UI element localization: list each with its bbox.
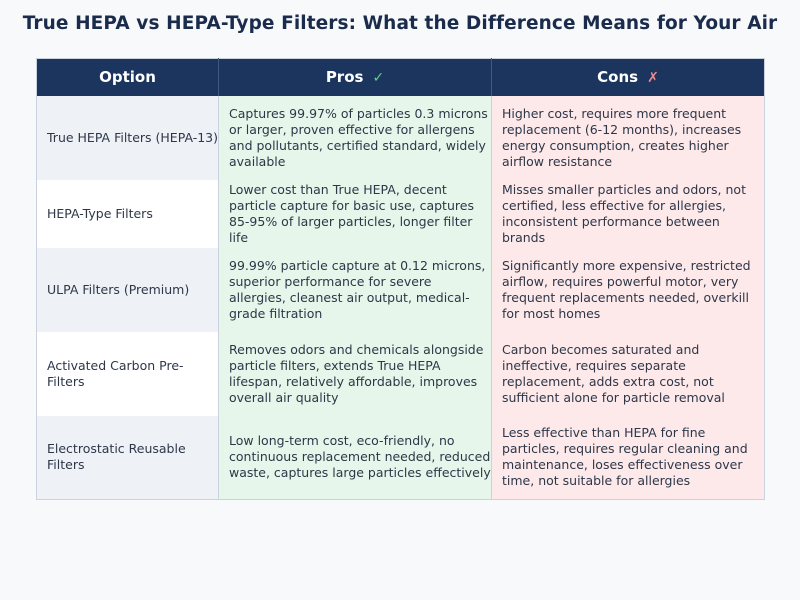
table-row: True HEPA Filters (HEPA-13) Captures 99.… [36, 95, 765, 180]
pros-cell: Lower cost than True HEPA, decent partic… [218, 179, 492, 248]
table-row: ULPA Filters (Premium) 99.99% particle c… [36, 247, 765, 332]
cons-cell: Higher cost, requires more frequent repl… [491, 95, 765, 180]
option-cell: Electrostatic Reusable Filters [36, 415, 219, 500]
cons-cell: Carbon becomes saturated and ineffective… [491, 331, 765, 416]
table-row: Activated Carbon Pre-Filters Removes odo… [36, 331, 765, 416]
option-cell: Activated Carbon Pre-Filters [36, 331, 219, 416]
option-cell: ULPA Filters (Premium) [36, 247, 219, 332]
header-pros: Pros ✓ [218, 58, 492, 96]
header-option: Option [36, 58, 219, 96]
pros-cell: Captures 99.97% of particles 0.3 microns… [218, 95, 492, 180]
check-icon: ✓ [372, 70, 385, 87]
table-row: Electrostatic Reusable Filters Low long-… [36, 415, 765, 500]
pros-cell: 99.99% particle capture at 0.12 microns,… [218, 247, 492, 332]
option-cell: True HEPA Filters (HEPA-13) [36, 95, 219, 180]
cons-cell: Significantly more expensive, restricted… [491, 247, 765, 332]
page-title: True HEPA vs HEPA-Type Filters: What the… [22, 13, 778, 34]
pros-cell: Removes odors and chemicals alongside pa… [218, 331, 492, 416]
cons-cell: Misses smaller particles and odors, not … [491, 179, 765, 248]
option-cell: HEPA-Type Filters [36, 179, 219, 248]
cons-cell: Less effective than HEPA for fine partic… [491, 415, 765, 500]
comparison-table: Option Pros ✓ Cons ✗ True HEPA Filters (HE… [36, 58, 765, 500]
header-cons-label: Cons [597, 68, 639, 87]
pros-cell: Low long-term cost, eco-friendly, no con… [218, 415, 492, 500]
header-pros-label: Pros [325, 68, 364, 87]
header-cons: Cons ✗ [491, 58, 765, 96]
header-option-label: Option [99, 68, 156, 87]
table-row: HEPA-Type Filters Lower cost than True H… [36, 179, 765, 248]
cross-icon: ✗ [647, 70, 659, 87]
table-header-row: Option Pros ✓ Cons ✗ [36, 58, 765, 96]
